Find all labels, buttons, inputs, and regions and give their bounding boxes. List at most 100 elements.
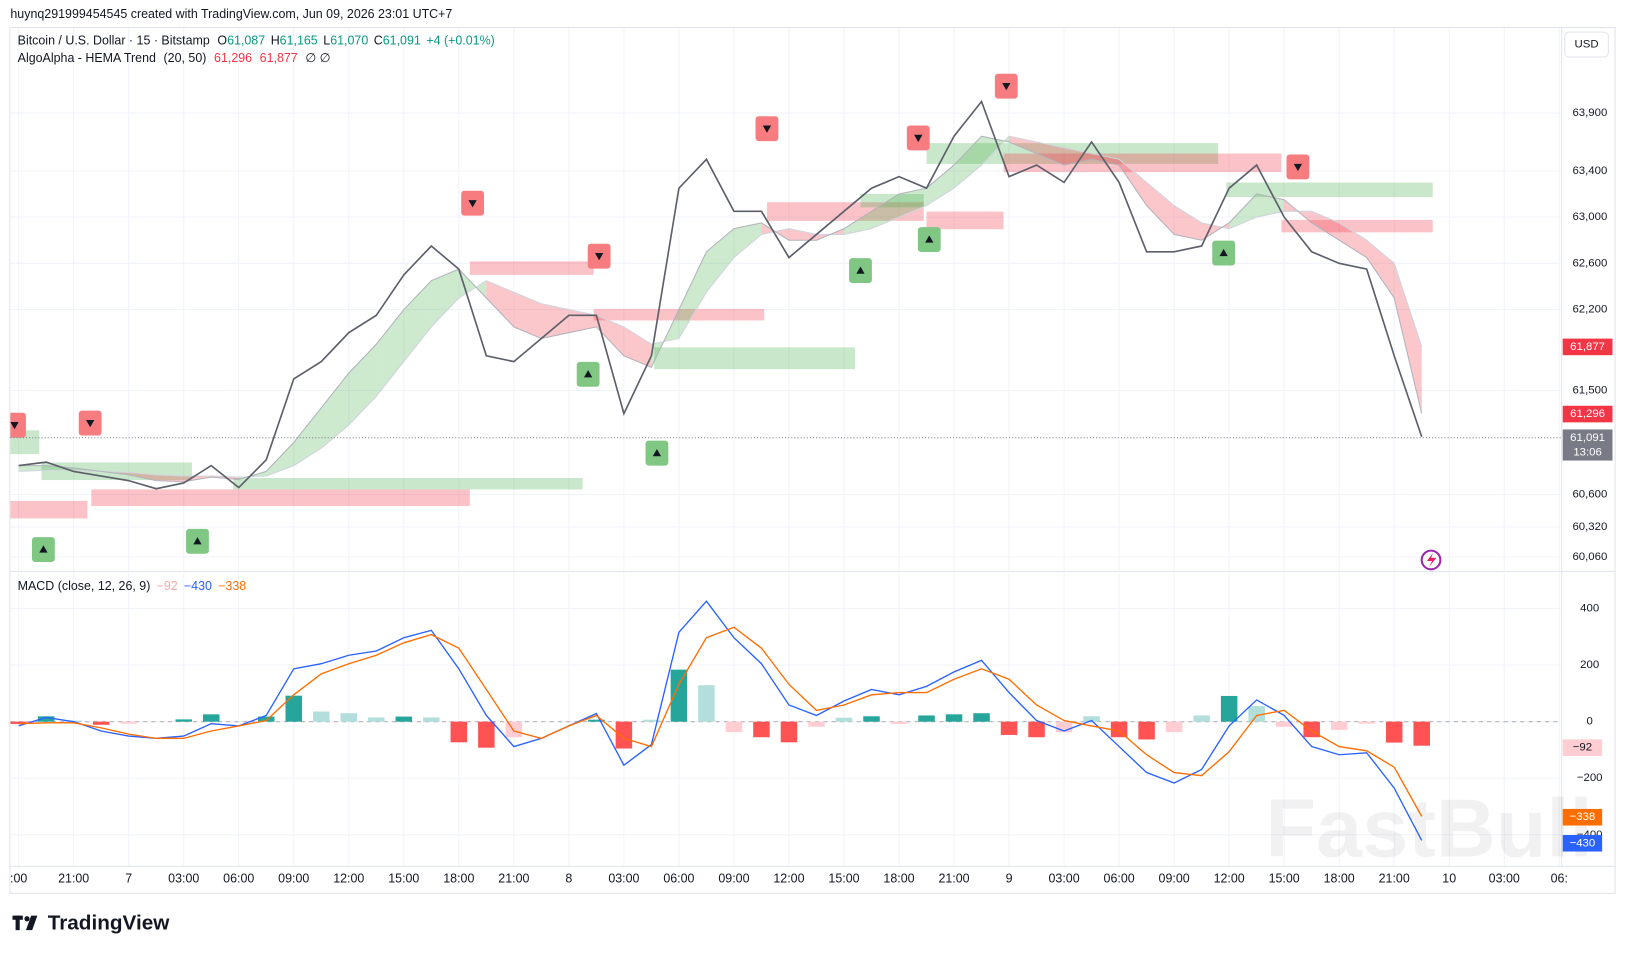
ohlc-label: C bbox=[374, 34, 383, 48]
macd-legend-value: −92 bbox=[157, 579, 178, 593]
x-tick-label: 03:00 bbox=[168, 872, 199, 886]
price-label-text: 61,877 bbox=[1570, 341, 1605, 353]
frame bbox=[9, 26, 1616, 894]
trend-band bbox=[678, 251, 707, 339]
x-tick-label: 18:00 bbox=[1324, 872, 1355, 886]
trend-band bbox=[1366, 240, 1395, 299]
histogram-bar bbox=[945, 714, 963, 722]
trend-band bbox=[156, 474, 184, 482]
hema-slow bbox=[18, 135, 1423, 478]
currency-button[interactable] bbox=[1564, 31, 1609, 58]
y-tick-label: 0 bbox=[1587, 716, 1593, 728]
x-tick-label: 9 bbox=[1006, 872, 1013, 886]
sell-signal bbox=[10, 412, 26, 438]
trend-band bbox=[1036, 141, 1065, 166]
y-tick-label: 60,060 bbox=[1572, 551, 1607, 563]
macd-pane bbox=[10, 600, 1561, 841]
histogram-bar bbox=[588, 719, 605, 722]
x-tick-label: 7 bbox=[125, 872, 132, 886]
histogram-bar bbox=[1110, 721, 1128, 738]
countdown: 13:06 bbox=[1573, 446, 1602, 458]
trend-band bbox=[1146, 182, 1175, 235]
trend-band bbox=[376, 309, 404, 397]
signal-arrow bbox=[39, 545, 48, 553]
macd-line bbox=[18, 600, 1423, 841]
x-tick-label: 06:00 bbox=[223, 872, 254, 886]
hema-fast bbox=[18, 135, 1423, 483]
signal-arrow bbox=[762, 125, 772, 133]
indicator-params: (20, 50) bbox=[164, 51, 207, 65]
zone bbox=[41, 462, 192, 481]
histogram-bar bbox=[918, 715, 935, 722]
histogram-bar bbox=[1083, 716, 1100, 722]
histogram-bar bbox=[890, 721, 908, 724]
zone bbox=[593, 308, 765, 321]
y-tick-label: 200 bbox=[1580, 659, 1599, 671]
histogram-bar bbox=[175, 719, 192, 722]
value-badge bbox=[1562, 834, 1603, 852]
histogram-bar bbox=[1000, 721, 1018, 735]
trend-band bbox=[513, 292, 542, 339]
logo: TradingView bbox=[48, 911, 171, 934]
trend-band bbox=[266, 442, 294, 477]
trend-band bbox=[348, 344, 377, 426]
x-tick-label: 21:00 bbox=[498, 872, 529, 886]
histogram-bar bbox=[1275, 721, 1293, 727]
signal-line bbox=[18, 626, 1423, 817]
signal-arrow bbox=[1219, 248, 1228, 257]
x-tick-label: 06:00 bbox=[663, 872, 694, 886]
trend-band bbox=[18, 465, 47, 472]
value-badge-text: −92 bbox=[1573, 742, 1592, 754]
change: +4 (+0.01%) bbox=[426, 34, 494, 48]
histogram-bar bbox=[973, 713, 990, 722]
trend-band bbox=[623, 326, 652, 368]
histogram-bar bbox=[478, 721, 495, 748]
ohlc-value: 61,070 bbox=[330, 34, 368, 48]
zone bbox=[233, 477, 583, 490]
axes: :00 21:00 7 03:00 06:00 09:00 12:00 15:00 18:00 2… bbox=[10, 107, 1613, 886]
y-tick-label: 400 bbox=[1580, 603, 1599, 615]
x-tick-label: 12:00 bbox=[773, 872, 804, 886]
trend-band bbox=[1394, 263, 1422, 414]
histogram-bar bbox=[1165, 721, 1183, 733]
signal-arrow bbox=[914, 134, 923, 143]
zone bbox=[766, 202, 924, 221]
trend-band bbox=[1339, 222, 1367, 258]
macd-legend-value: −338 bbox=[218, 579, 246, 593]
trend-band bbox=[733, 222, 762, 258]
value-badge-text: −430 bbox=[1570, 837, 1596, 849]
x-tick-label: 03:00 bbox=[1489, 872, 1520, 886]
histogram-bar bbox=[92, 721, 110, 725]
trend-band bbox=[981, 136, 1010, 166]
x-tick-label: 15:00 bbox=[388, 872, 419, 886]
price-label bbox=[1562, 338, 1613, 356]
histogram-bar bbox=[1413, 721, 1430, 746]
price-label-text: 61,091 bbox=[1570, 432, 1605, 444]
y-tick-label: 63,900 bbox=[1572, 107, 1607, 119]
replay-icon[interactable] bbox=[1420, 549, 1442, 571]
trend-band bbox=[1311, 211, 1340, 241]
macd-title: MACD (close, 12, 26, 9) bbox=[18, 579, 151, 593]
indicator-name: AlgoAlpha - HEMA Trend bbox=[18, 51, 156, 65]
histogram-bar bbox=[285, 695, 303, 722]
x-tick-label: 06: bbox=[1551, 872, 1568, 886]
trend-band bbox=[403, 280, 432, 362]
replay-bolt bbox=[1426, 552, 1437, 568]
histogram-bar bbox=[257, 716, 275, 722]
indicator-value: 61,296 bbox=[214, 51, 252, 65]
trend-band bbox=[1229, 193, 1257, 229]
histogram-bar bbox=[643, 719, 660, 722]
histogram-bar bbox=[615, 721, 633, 749]
x-tick-label: 10 bbox=[1442, 872, 1456, 886]
signal-arrow bbox=[468, 200, 477, 208]
histogram-bar bbox=[1055, 721, 1073, 733]
y-tick-label: 60,600 bbox=[1572, 489, 1607, 501]
y-tick-label: 63,000 bbox=[1572, 211, 1607, 223]
trend-band bbox=[431, 269, 459, 327]
watermark: FastBull bbox=[1265, 782, 1592, 875]
macd-legend: MACD (close, 12, 26, 9) −92 −430 −338 bbox=[18, 579, 247, 593]
currency[interactable]: USD bbox=[1575, 39, 1599, 51]
price-line bbox=[18, 99, 1423, 490]
histogram-bar bbox=[423, 717, 440, 722]
histogram-bar bbox=[395, 716, 413, 722]
